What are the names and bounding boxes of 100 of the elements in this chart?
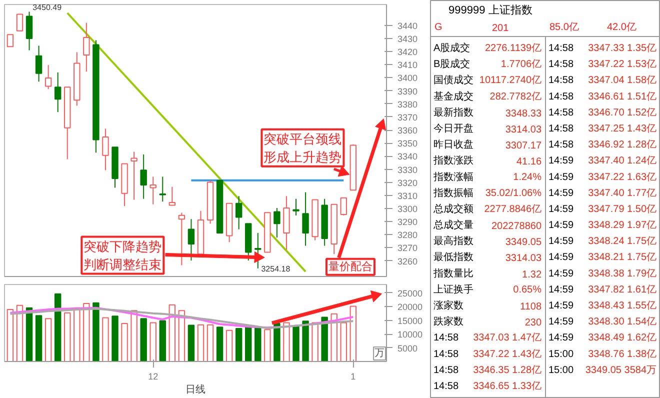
text: G: [434, 22, 442, 33]
category-label: 15:00: [548, 364, 574, 376]
text: 3346.35 1.28亿: [473, 364, 542, 376]
text: 3314.03: [505, 124, 542, 136]
annotation: 量价配合: [328, 260, 372, 273]
category-label: 国债成交: [434, 74, 474, 86]
category-label: 14:58: [434, 380, 459, 392]
y-tick-label: 5000: [398, 343, 418, 354]
y-tick-label: 3290: [398, 217, 418, 228]
text: 3347.33 1.35亿: [588, 43, 656, 54]
y-tick-label: 3410: [398, 60, 418, 70]
text: 282.7782亿: [490, 91, 542, 102]
category-label: 14:59: [548, 236, 574, 248]
category-label: 14:59: [548, 172, 574, 183]
text: 3347.03 1.47亿: [473, 332, 542, 344]
text: 202278860: [491, 221, 542, 232]
text: 230: [524, 318, 542, 329]
y-tick-label: 3280: [398, 230, 418, 240]
category-label: 跌家数: [434, 316, 464, 328]
category-label: 14:58: [548, 140, 574, 151]
category-label: 14:59: [548, 220, 574, 232]
candlestick: [178, 212, 186, 266]
bar: [330, 313, 338, 362]
category-label: 14:58: [548, 91, 574, 102]
bar: [197, 324, 204, 362]
y-tick-label: 3300: [398, 204, 418, 214]
text: 3349.05 3584万: [585, 364, 656, 376]
category-label: 14:59: [548, 284, 574, 296]
y-tick-label: 3390: [398, 86, 418, 96]
bar: [16, 304, 24, 362]
bar: [121, 323, 128, 362]
category-label: 14:58: [548, 124, 574, 134]
text: 10117.2740亿: [479, 75, 542, 86]
bar: [92, 302, 100, 362]
category-label: 14:58: [548, 43, 574, 54]
text: 2277.8846亿: [484, 204, 542, 215]
text: 3307.17: [505, 140, 542, 152]
text: 41.16: [516, 156, 542, 168]
text: 3347.82 1.61亿: [588, 284, 656, 296]
candlestick: [340, 197, 347, 216]
text: 85.0亿: [550, 22, 579, 33]
bar: [54, 293, 62, 362]
bar: [226, 330, 233, 362]
candlestick: [102, 128, 109, 171]
text: 42.0亿: [607, 22, 636, 33]
annotation: 3450.49: [32, 3, 62, 12]
y-tick-label: 20000: [398, 302, 423, 312]
candlestick: [6, 34, 14, 48]
category-label: 指数量比: [432, 267, 474, 280]
bar: [350, 306, 357, 362]
candlestick: [150, 176, 156, 205]
bar: [312, 322, 318, 362]
bar: [178, 310, 186, 362]
category-label: 14:59: [548, 268, 574, 280]
y-tick-label: 3440: [398, 20, 418, 31]
category-label: 14:59: [548, 300, 574, 312]
text: 0.65%: [513, 284, 542, 296]
text: 3346.65 1.33亿: [473, 380, 542, 392]
candlestick: [130, 151, 138, 200]
candlestick: [235, 196, 242, 230]
candlestick: [159, 176, 166, 202]
category-label: 14:58: [434, 332, 459, 344]
text: 3348.43 1.55亿: [588, 300, 656, 312]
category-label: 14:59: [548, 316, 574, 328]
y-tick-label: 3320: [398, 178, 418, 188]
bar: [340, 322, 347, 362]
category-label: 14:58: [434, 348, 459, 360]
candlestick: [140, 154, 147, 200]
category-label: 基金成交: [434, 90, 474, 102]
category-label: B股成交: [434, 58, 470, 70]
text: 3346.61 1.51亿: [588, 91, 656, 102]
bar: [235, 328, 242, 362]
text: 3347.40 1.24亿: [588, 156, 656, 167]
text: 3348.33: [505, 108, 542, 120]
text: 3347.22 1.63亿: [588, 172, 656, 183]
category-label: 指数涨幅: [432, 170, 474, 183]
category-label: 指数振幅: [432, 186, 474, 199]
text: 3348.49 1.62亿: [588, 332, 656, 344]
category-label: 总成交量: [432, 219, 474, 232]
text: 1.32: [522, 269, 542, 280]
y-tick-label: 3430: [398, 34, 418, 44]
text: 1.24%: [513, 172, 542, 183]
y-tick-label: 3380: [398, 99, 418, 110]
category-label: 14:59: [548, 332, 574, 344]
category-label: 上证换手: [434, 283, 474, 296]
text: 3346.92 1.28亿: [588, 140, 656, 151]
text: 万: [374, 348, 385, 359]
category-label: 14:58: [434, 364, 459, 376]
text: 3314.03: [505, 253, 542, 264]
text: 3348.30 1.54亿: [588, 316, 656, 328]
y-tick-label: 15000: [398, 316, 423, 326]
bar: [292, 326, 300, 362]
text: 3348.24 1.75亿: [588, 236, 656, 248]
category-label: 最高指数: [434, 235, 474, 248]
bar: [150, 322, 156, 362]
candlestick: [274, 207, 280, 238]
candlestick: [35, 45, 42, 82]
y-tick-label: 3350: [398, 138, 418, 149]
text: 999999 上证指数: [448, 4, 532, 16]
text: 3348.29 1.97亿: [588, 220, 656, 232]
